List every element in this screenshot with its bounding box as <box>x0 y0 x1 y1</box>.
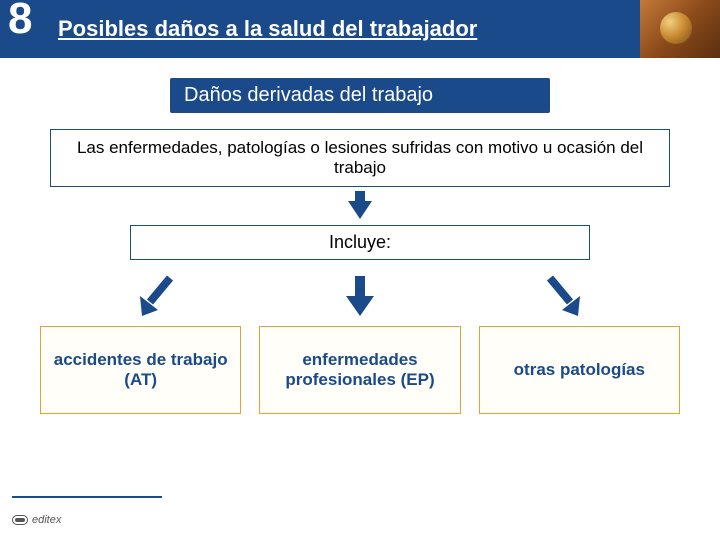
slide-content: Daños derivadas del trabajo Las enfermed… <box>0 58 720 434</box>
slide-title: Posibles daños a la salud del trabajador <box>58 16 477 42</box>
footer-logo: editex <box>12 514 61 526</box>
category-box-at: accidentes de trabajo (AT) <box>40 326 241 414</box>
chapter-number: 8 <box>4 0 36 44</box>
includes-box: Incluye: <box>130 225 590 260</box>
arrow-down-left-icon <box>130 274 180 318</box>
slide-header: 8 Posibles daños a la salud del trabajad… <box>0 0 720 58</box>
footer-line <box>12 496 162 498</box>
logo-icon <box>12 515 28 525</box>
category-box-ep: enfermedades profesionales (EP) <box>259 326 460 414</box>
category-box-other: otras patologías <box>479 326 680 414</box>
arrow-down-right-icon <box>540 274 590 318</box>
definition-box: Las enfermedades, patologías o lesiones … <box>50 129 670 187</box>
footer-logo-text: editex <box>32 514 61 526</box>
branch-arrows-row <box>50 274 670 318</box>
categories-row: accidentes de trabajo (AT) enfermedades … <box>40 326 680 414</box>
header-decorative-image <box>640 0 720 58</box>
arrow-down-icon <box>340 191 380 221</box>
subtitle-box: Daños derivadas del trabajo <box>170 78 550 113</box>
arrow-down-center-icon <box>340 274 380 318</box>
